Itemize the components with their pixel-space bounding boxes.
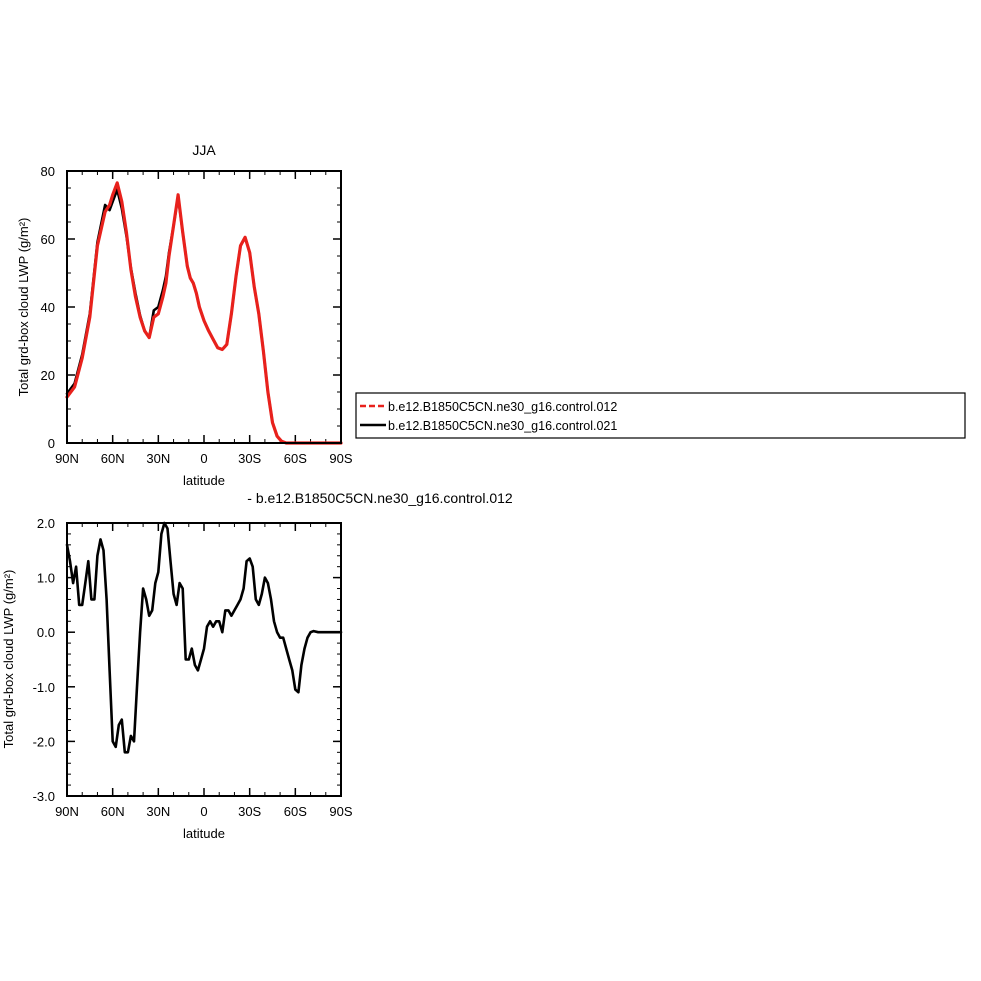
top-plot-frame bbox=[66, 170, 342, 444]
x-tick-label: 30S bbox=[238, 804, 261, 819]
bottom-chart-panel: - b.e12.B1850C5CN.ne30_g16.control.012 9… bbox=[1, 490, 513, 841]
y-tick-label: 0.0 bbox=[37, 625, 55, 640]
x-tick-label: 90N bbox=[55, 451, 79, 466]
bottom-tick-labels: 90N 60N 30N 0 30S 60S 90S -3.0 -2.0 -1.0 0.0 1.0 2.0 bbox=[33, 516, 353, 819]
top-tick-labels: 90N 60N 30N 0 30S 60S 90S 0 20 40 60 80 bbox=[41, 164, 353, 466]
x-tick-label: 0 bbox=[200, 451, 207, 466]
bottom-y-axis-label: Total grd-box cloud LWP (g/m²) bbox=[1, 570, 16, 749]
top-x-axis-label: latitude bbox=[183, 473, 225, 488]
x-tick-label: 60N bbox=[101, 804, 125, 819]
y-tick-label: -3.0 bbox=[33, 789, 55, 804]
x-tick-label: 0 bbox=[200, 804, 207, 819]
top-chart-panel: JJA 90N 60N 30N 0 30S 60S 90S 0 20 40 60 80 latitud… bbox=[16, 142, 353, 488]
y-tick-label: 60 bbox=[41, 232, 55, 247]
x-tick-label: 60S bbox=[284, 804, 307, 819]
bottom-x-axis-label: latitude bbox=[183, 826, 225, 841]
top-chart-title: JJA bbox=[192, 142, 216, 158]
bottom-chart-title: - b.e12.B1850C5CN.ne30_g16.control.012 bbox=[247, 490, 513, 506]
top-y-axis-label: Total grd-box cloud LWP (g/m²) bbox=[16, 218, 31, 397]
x-tick-label: 30N bbox=[146, 451, 170, 466]
y-tick-label: -2.0 bbox=[33, 734, 55, 749]
y-tick-label: 2.0 bbox=[37, 516, 55, 531]
bottom-plot-frame bbox=[66, 522, 342, 797]
y-tick-label: -1.0 bbox=[33, 680, 55, 695]
y-tick-label: 0 bbox=[48, 436, 55, 451]
series-line-1-0 bbox=[65, 521, 343, 754]
x-tick-label: 30S bbox=[238, 451, 261, 466]
y-tick-label: 1.0 bbox=[37, 571, 55, 586]
x-tick-label: 90S bbox=[329, 804, 352, 819]
y-tick-label: 20 bbox=[41, 368, 55, 383]
top-axis-ticks bbox=[66, 170, 342, 444]
top-series-group bbox=[65, 181, 343, 445]
x-tick-label: 90N bbox=[55, 804, 79, 819]
legend: b.e12.B1850C5CN.ne30_g16.control.012 b.e… bbox=[355, 392, 966, 439]
y-tick-label: 80 bbox=[41, 164, 55, 179]
x-tick-label: 60S bbox=[284, 451, 307, 466]
series-line-0-0 bbox=[65, 181, 343, 445]
x-tick-label: 60N bbox=[101, 451, 125, 466]
x-tick-label: 30N bbox=[146, 804, 170, 819]
bottom-series-group bbox=[65, 521, 343, 754]
x-tick-label: 90S bbox=[329, 451, 352, 466]
legend-box bbox=[355, 392, 966, 439]
legend-entry-021: b.e12.B1850C5CN.ne30_g16.control.021 bbox=[388, 419, 617, 433]
legend-entry-012: b.e12.B1850C5CN.ne30_g16.control.012 bbox=[388, 400, 617, 414]
y-tick-label: 40 bbox=[41, 300, 55, 315]
